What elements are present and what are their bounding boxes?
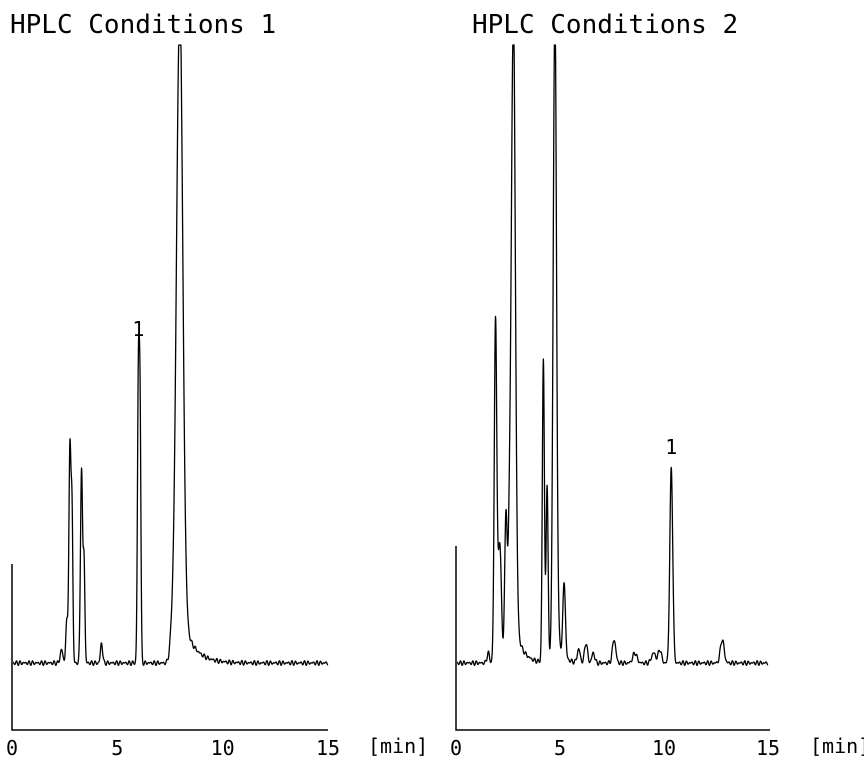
x-tick-label-2-15: 15 (756, 736, 780, 760)
x-tick-label-1-0: 0 (6, 736, 18, 760)
x-tick-label-1-15: 15 (316, 736, 340, 760)
x-tick-label-1-5: 5 (111, 736, 123, 760)
chromatogram-trace-1 (12, 44, 329, 666)
chart-title-2: HPLC Conditions 2 (472, 10, 738, 40)
x-tick-label-1-10: 10 (211, 736, 235, 760)
chromatogram-trace-2 (456, 44, 769, 666)
peak-label-2-18: 1 (665, 435, 677, 459)
x-tick-labels-1: 0 5 10 15 (6, 736, 340, 760)
chart-panel-1: HPLC Conditions 1 1 0 5 10 15 [min] (6, 10, 428, 760)
chart-title-1: HPLC Conditions 1 (10, 10, 276, 40)
y-axis-1 (11, 564, 328, 731)
peak-labels-2: 1 (665, 435, 677, 459)
x-tick-label-2-10: 10 (652, 736, 676, 760)
y-axis-2 (455, 546, 770, 731)
x-axis-unit-1: [min] (368, 734, 428, 758)
x-tick-label-2-0: 0 (450, 736, 462, 760)
peak-label-1-8: 1 (132, 317, 144, 341)
peak-labels-1: 1 (132, 317, 144, 341)
chart-panel-2: HPLC Conditions 2 1 0 5 10 15 [min] (450, 10, 864, 760)
x-axis-unit-2: [min] (810, 734, 864, 758)
x-tick-label-2-5: 5 (554, 736, 566, 760)
x-tick-labels-2: 0 5 10 15 (450, 736, 780, 760)
